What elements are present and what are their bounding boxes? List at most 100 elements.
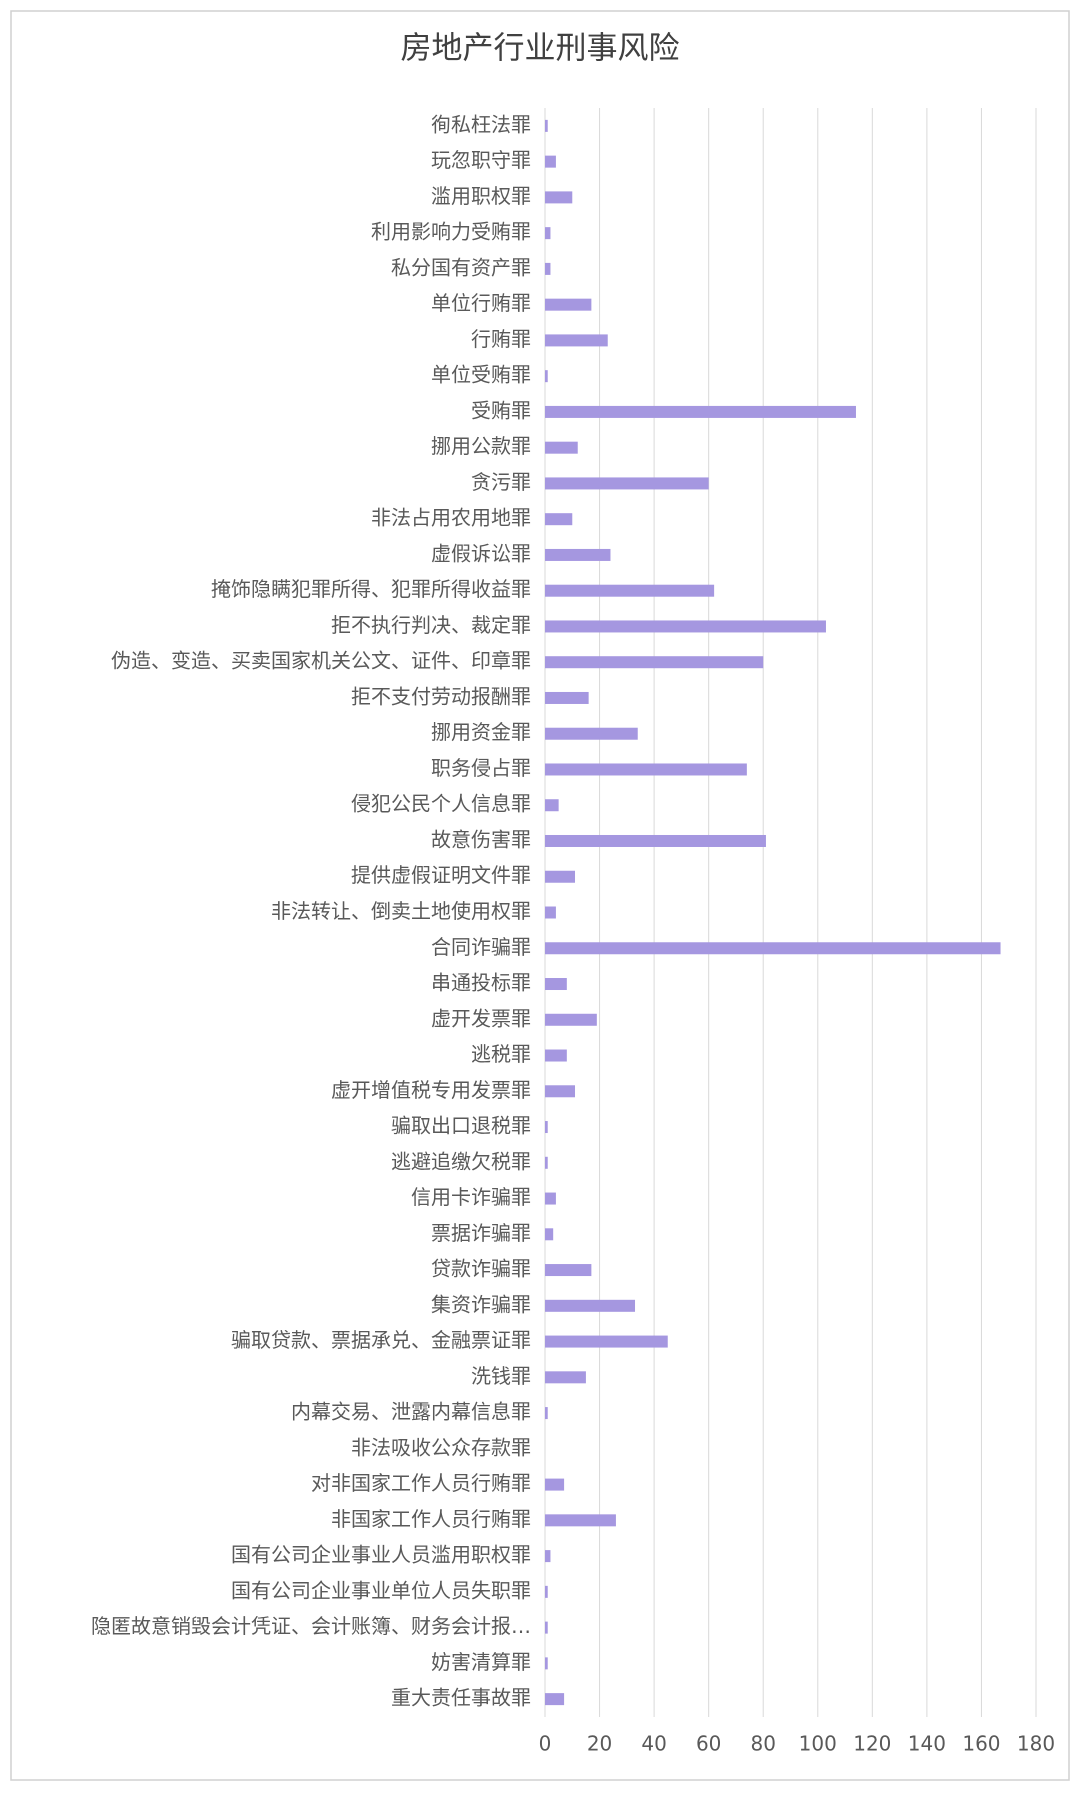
bar [545, 799, 559, 812]
y-tick-label: 骗取贷款、票据承兑、金融票证罪 [231, 1328, 531, 1352]
y-tick-label: 非法占用农用地罪 [371, 506, 531, 530]
y-tick-label: 非法转让、倒卖土地使用权罪 [271, 899, 531, 923]
y-tick-label: 私分国有资产罪 [391, 255, 531, 279]
y-tick-label: 利用影响力受贿罪 [371, 220, 531, 244]
bar [545, 1621, 548, 1634]
bar [545, 298, 592, 311]
y-tick-label: 非法吸收公众存款罪 [351, 1435, 531, 1459]
bar [545, 870, 576, 883]
x-tick-label: 40 [641, 1732, 666, 1756]
bar [545, 1264, 592, 1277]
x-tick-label: 180 [1017, 1732, 1055, 1756]
bar [545, 1013, 597, 1026]
bar [545, 906, 556, 919]
y-tick-label: 国有公司企业事业单位人员失职罪 [231, 1578, 531, 1602]
chart-border [10, 10, 1070, 1781]
bar [545, 1693, 565, 1706]
y-tick-label: 提供虚假证明文件罪 [351, 863, 531, 887]
y-tick-label: 串通投标罪 [431, 971, 531, 995]
chart-title: 房地产行业刑事风险 [401, 31, 680, 67]
bar [545, 584, 715, 597]
y-tick-label: 内幕交易、泄露内幕信息罪 [291, 1400, 531, 1424]
y-tick-label: 虚开发票罪 [431, 1006, 531, 1030]
y-tick-label: 挪用公款罪 [431, 434, 531, 458]
y-tick-label: 虚开增值税专用发票罪 [331, 1078, 531, 1102]
y-tick-label: 侵犯公民个人信息罪 [351, 792, 531, 816]
bar [545, 942, 1001, 955]
bar [545, 1514, 616, 1527]
y-tick-label: 逃避追缴欠税罪 [391, 1149, 531, 1173]
x-tick-label: 80 [750, 1732, 775, 1756]
y-tick-label: 妨害清算罪 [431, 1650, 531, 1674]
y-tick-label: 合同诈骗罪 [431, 935, 531, 959]
y-tick-label: 重大责任事故罪 [391, 1686, 531, 1710]
y-tick-label: 贪污罪 [471, 470, 531, 494]
bar [545, 191, 573, 204]
y-tick-label: 国有公司企业事业人员滥用职权罪 [231, 1543, 531, 1567]
y-tick-label: 徇私枉法罪 [431, 112, 531, 136]
y-tick-label: 行贿罪 [471, 327, 531, 351]
y-tick-label: 受贿罪 [471, 398, 531, 422]
y-tick-label: 掩饰隐瞒犯罪所得、犯罪所得收益罪 [211, 577, 531, 601]
y-tick-label: 洗钱罪 [471, 1364, 531, 1388]
y-tick-label: 故意伤害罪 [431, 827, 531, 851]
bar [545, 1156, 548, 1169]
y-tick-label: 对非国家工作人员行贿罪 [311, 1471, 531, 1495]
y-tick-label: 骗取出口退税罪 [391, 1114, 531, 1138]
bar [545, 620, 826, 633]
bar [545, 1550, 551, 1563]
y-tick-label: 虚假诉讼罪 [431, 541, 531, 565]
x-tick-label: 20 [587, 1732, 612, 1756]
y-tick-label: 挪用资金罪 [431, 720, 531, 744]
bar [545, 1657, 548, 1670]
bar [545, 1585, 548, 1598]
y-tick-label: 非国家工作人员行贿罪 [331, 1507, 531, 1531]
bar [545, 656, 764, 669]
bar [545, 119, 548, 132]
bar [545, 334, 608, 347]
y-tick-label: 逃税罪 [471, 1042, 531, 1066]
bar [545, 1407, 548, 1420]
bar [545, 1085, 576, 1098]
bar [545, 691, 589, 704]
bar [545, 1192, 556, 1205]
x-tick-label: 100 [799, 1732, 837, 1756]
bar [545, 155, 556, 168]
bar [545, 1121, 548, 1134]
bar [545, 1335, 668, 1348]
y-tick-label: 信用卡诈骗罪 [411, 1185, 531, 1209]
x-tick-label: 140 [908, 1732, 946, 1756]
y-tick-label: 滥用职权罪 [431, 184, 531, 208]
bar [545, 227, 551, 240]
bar [545, 548, 611, 561]
bar [545, 1049, 567, 1062]
bar [545, 513, 573, 526]
bar [545, 1478, 565, 1491]
x-tick-label: 60 [696, 1732, 721, 1756]
x-tick-label: 0 [539, 1732, 552, 1756]
bar [545, 441, 578, 454]
x-tick-label: 120 [853, 1732, 891, 1756]
bar [545, 1299, 636, 1312]
bar [545, 727, 638, 740]
y-tick-label: 拒不执行判决、裁定罪 [331, 613, 531, 637]
bar [545, 370, 548, 383]
x-tick-label: 160 [962, 1732, 1000, 1756]
y-tick-label: 贷款诈骗罪 [431, 1257, 531, 1281]
y-tick-label: 集资诈骗罪 [431, 1292, 531, 1316]
bar [545, 477, 709, 490]
y-tick-label: 票据诈骗罪 [431, 1221, 531, 1245]
bar [545, 405, 856, 418]
bar [545, 1228, 554, 1241]
y-tick-label: 拒不支付劳动报酬罪 [351, 684, 531, 708]
y-tick-label: 单位行贿罪 [431, 291, 531, 315]
bar [545, 763, 747, 776]
y-tick-label: 单位受贿罪 [431, 363, 531, 387]
y-tick-label: 玩忽职守罪 [431, 148, 531, 172]
bar [545, 834, 766, 847]
bar [545, 262, 551, 275]
y-tick-label: 隐匿故意销毁会计凭证、会计账簿、财务会计报… [91, 1614, 531, 1638]
y-tick-label: 伪造、变造、买卖国家机关公文、证件、印章罪 [111, 649, 531, 673]
bar [545, 1371, 586, 1384]
